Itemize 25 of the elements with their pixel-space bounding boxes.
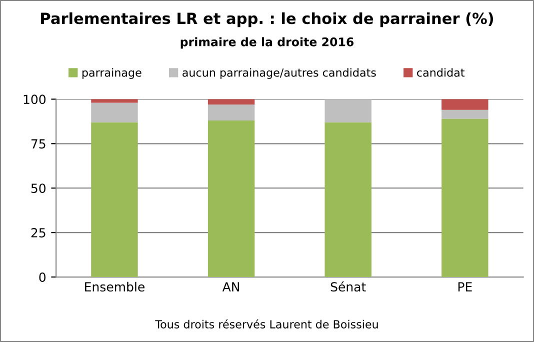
bar xyxy=(91,122,138,278)
x-tick-label: AN xyxy=(222,282,240,292)
x-tick-label: PE xyxy=(458,282,472,292)
y-tick-label: 100 xyxy=(24,94,46,104)
bar xyxy=(208,104,255,121)
y-tick-label: 75 xyxy=(31,139,46,149)
bar xyxy=(208,99,255,105)
bar xyxy=(442,118,488,278)
text: Tous droits réservés Laurent de Boissieu xyxy=(155,319,378,328)
y-tick-label: 50 xyxy=(31,184,46,194)
bar xyxy=(442,99,488,110)
chart-title: Parlementaires LR et app. : le choix de parrainer (%) xyxy=(41,12,494,28)
x-tick-label: Ensemble xyxy=(85,282,144,292)
legend-label: candidat xyxy=(417,68,464,77)
x-tick-label: Sénat xyxy=(330,281,366,292)
y-tick-label: 0 xyxy=(39,272,46,282)
legend-label: parrainage xyxy=(82,68,142,79)
bar xyxy=(91,102,138,122)
bar xyxy=(324,99,372,122)
chart-subtitle: primaire de la droite 2016 xyxy=(180,37,354,49)
bar xyxy=(208,120,255,278)
y-tick-label: 25 xyxy=(31,228,46,238)
bar xyxy=(324,122,372,278)
bar xyxy=(442,110,488,119)
legend-label: aucun parrainage/autres candidats xyxy=(182,68,376,79)
